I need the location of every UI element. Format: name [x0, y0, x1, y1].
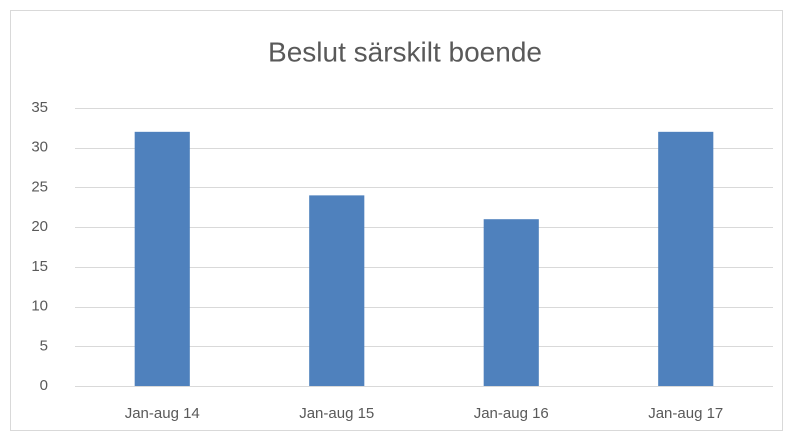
x-tick-label: Jan-aug 17: [648, 405, 723, 422]
bar: [309, 195, 365, 386]
bar: [658, 131, 714, 386]
bar: [483, 219, 539, 386]
y-tick-label: 0: [40, 377, 48, 394]
y-tick-label: 5: [40, 337, 48, 354]
y-tick-label: 35: [31, 99, 48, 116]
bar: [134, 131, 190, 386]
y-tick-label: 15: [31, 258, 48, 275]
x-tick-label: Jan-aug 16: [474, 405, 549, 422]
chart-title: Beslut särskilt boende: [268, 36, 542, 67]
x-tick-label: Jan-aug 14: [125, 405, 200, 422]
y-tick-label: 10: [31, 298, 48, 315]
y-tick-label: 30: [31, 139, 48, 156]
y-tick-label: 25: [31, 178, 48, 195]
y-tick-label: 20: [31, 218, 48, 235]
x-tick-label: Jan-aug 15: [299, 405, 374, 422]
